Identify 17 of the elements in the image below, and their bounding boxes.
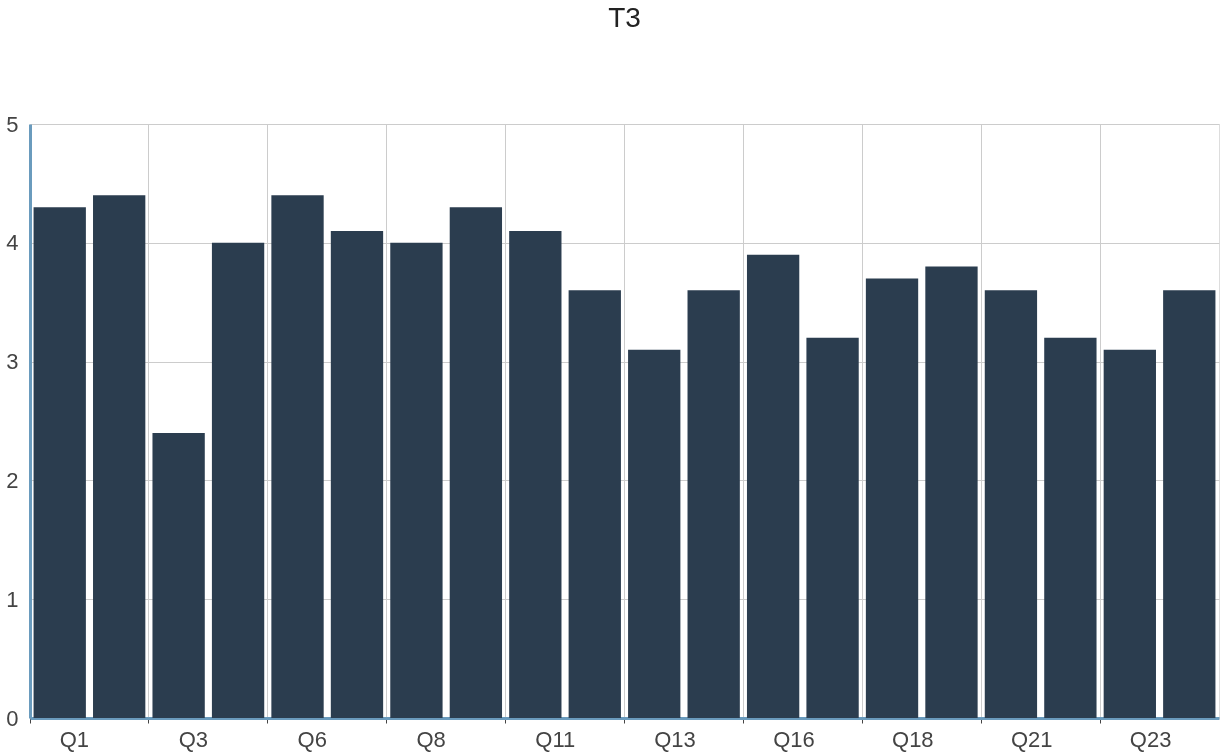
- y-tick-label: 2: [6, 467, 19, 493]
- y-tick-label: 3: [6, 349, 19, 375]
- x-tick-label: Q21: [1010, 726, 1053, 752]
- x-tick-label: Q8: [416, 726, 446, 752]
- y-tick-label: 1: [6, 586, 19, 612]
- x-tick-label: Q23: [1129, 726, 1172, 752]
- x-tick-label: Q6: [297, 726, 327, 752]
- chart-title: T3: [608, 2, 641, 33]
- x-tick-label: Q13: [654, 726, 696, 752]
- x-tick-label: Q1: [59, 726, 90, 752]
- x-tick-label: Q16: [773, 726, 815, 752]
- y-tick-label: 4: [6, 230, 19, 256]
- x-tick-label: Q11: [535, 726, 576, 752]
- x-tick-label: Q18: [892, 726, 934, 752]
- y-tick-label: 5: [6, 111, 19, 137]
- x-tick-label: Q3: [178, 726, 208, 752]
- y-tick-label: 0: [6, 705, 19, 731]
